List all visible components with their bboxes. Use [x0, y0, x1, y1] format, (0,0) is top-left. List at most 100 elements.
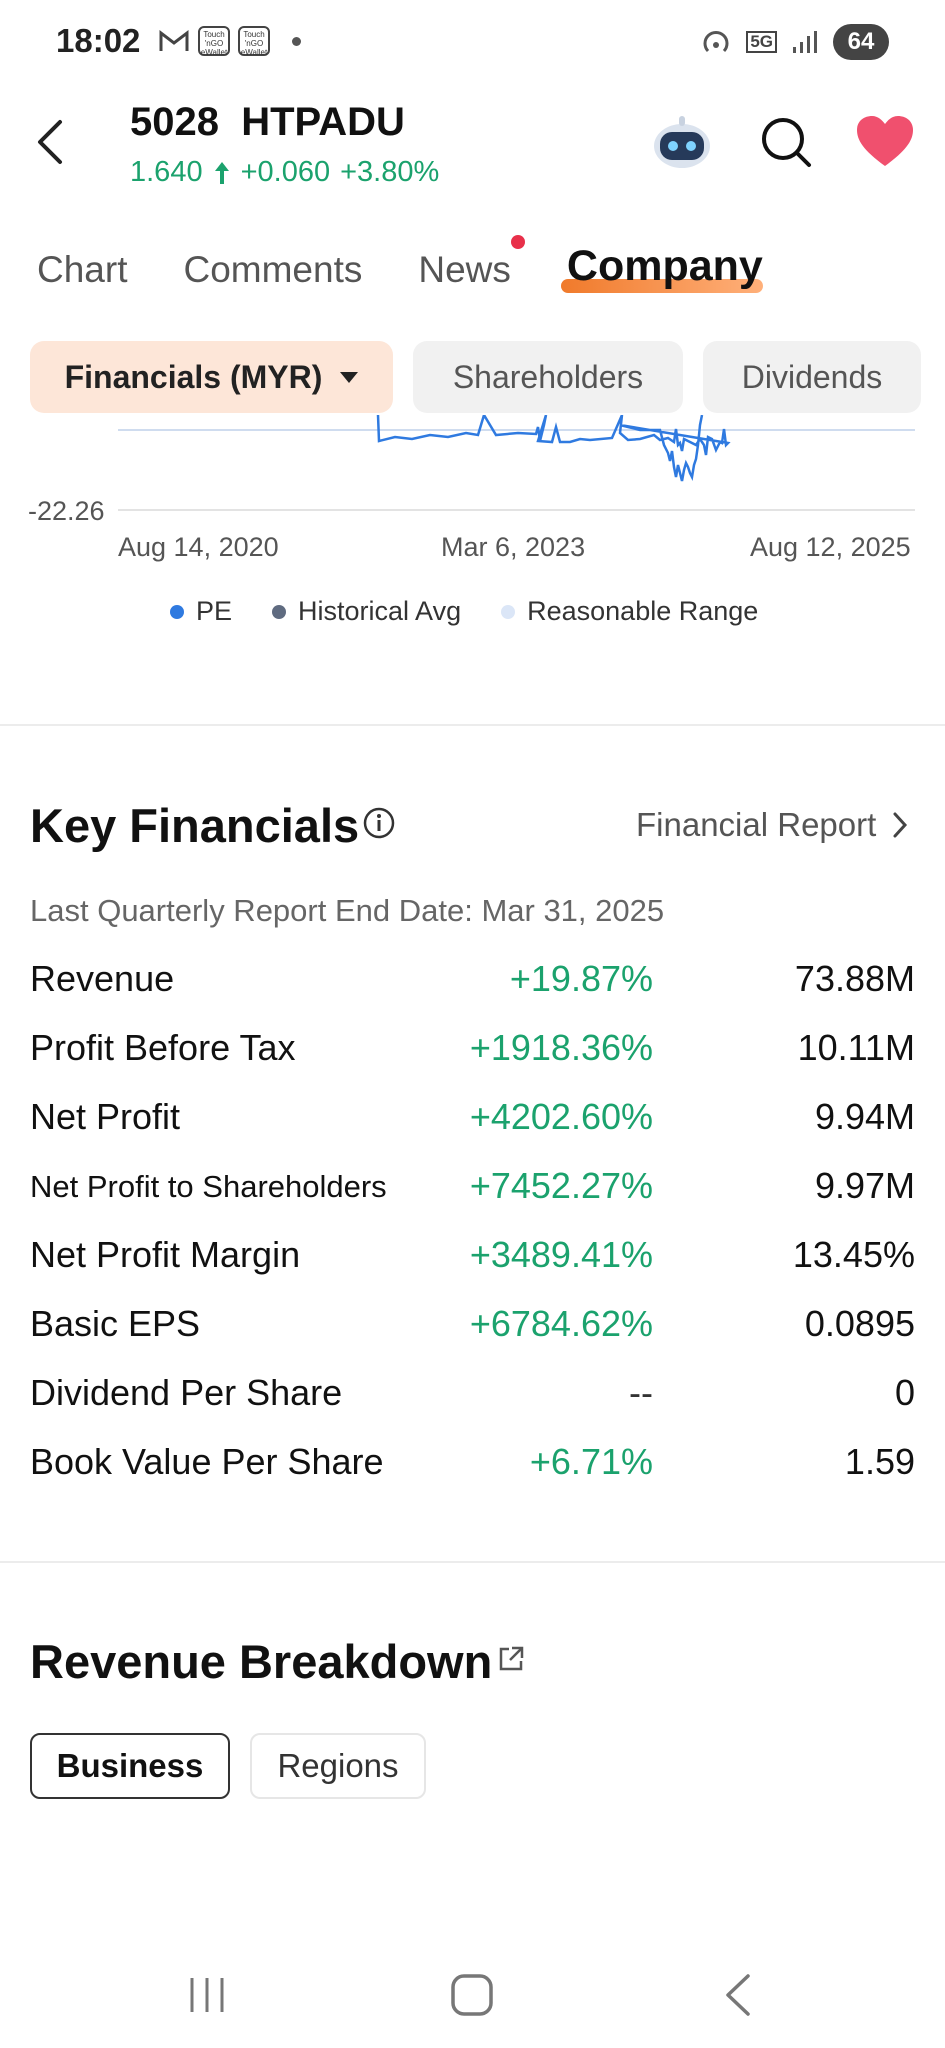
row-change: +19.87%	[509, 958, 653, 999]
financial-report-link[interactable]: Financial Report	[636, 806, 908, 844]
price-change-percent: +3.80%	[340, 156, 440, 188]
row-label: Profit Before Tax	[30, 1027, 296, 1068]
system-nav-bar	[190, 1974, 750, 2016]
recent-apps-button[interactable]	[190, 1978, 224, 2012]
search-icon[interactable]	[758, 114, 814, 170]
row-change: +4202.60%	[469, 1096, 653, 1137]
row-change: +6784.62%	[469, 1303, 653, 1344]
status-time: 18:02	[56, 22, 141, 59]
y-axis-min-label: -22.26	[28, 496, 105, 526]
row-change: +7452.27%	[469, 1165, 653, 1206]
back-nav-button[interactable]	[726, 1974, 750, 2016]
row-change: +6.71%	[529, 1441, 653, 1482]
row-value: 9.97M	[814, 1165, 915, 1206]
price-change: +0.060	[240, 156, 331, 188]
subtab-financials-label: Financials (MYR)	[64, 358, 323, 395]
legend-item-pe: PE	[170, 596, 232, 627]
notification-dot	[510, 235, 525, 249]
legend-label: Reasonable Range	[527, 596, 759, 626]
gmail-icon	[159, 29, 189, 51]
legend-dot	[272, 604, 287, 619]
x-axis-tick-label: Aug 12, 2025	[750, 532, 911, 562]
row-label: Net Profit to Shareholders	[30, 1169, 387, 1204]
subtab-dividends[interactable]: Dividends	[703, 341, 921, 413]
badge-text: Touch	[243, 30, 265, 39]
chevron-right-icon	[893, 812, 908, 838]
report-end-date: Last Quarterly Report End Date: Mar 31, …	[30, 893, 665, 928]
row-value: 9.94M	[814, 1096, 915, 1137]
tab-company[interactable]: Company	[560, 242, 763, 293]
row-label: Net Profit	[30, 1096, 181, 1137]
chart-legend: PE Historical Avg Reasonable Range	[170, 596, 758, 627]
financial-row: Net Profit to Shareholders +7452.27% 9.9…	[30, 1157, 915, 1217]
financial-row: Revenue +19.87% 73.88M	[30, 950, 915, 1010]
key-financials-title: Key Financials	[30, 799, 360, 852]
hotspot-icon	[703, 31, 729, 53]
row-change: +3489.41%	[469, 1234, 653, 1275]
badge-text: Touch	[203, 30, 225, 39]
badge-text: 'nGO	[244, 39, 264, 48]
financial-row: Net Profit +4202.60% 9.94M	[30, 1088, 915, 1148]
signal-icon	[793, 31, 817, 53]
x-axis-tick-label: Mar 6, 2023	[441, 532, 586, 562]
row-label: Basic EPS	[30, 1303, 201, 1344]
tab-chart[interactable]: Chart	[37, 249, 128, 290]
row-change: +1918.36%	[469, 1027, 653, 1068]
financial-row: Basic EPS +6784.62% 0.0895	[30, 1295, 915, 1355]
dropdown-caret-icon	[340, 371, 359, 383]
status-system-icons: 5G 64	[700, 24, 889, 60]
section-divider	[0, 724, 945, 726]
revenue-breakdown-title: Revenue Breakdown	[30, 1635, 493, 1688]
info-icon[interactable]	[362, 806, 396, 840]
toggle-regions[interactable]: Regions	[250, 1733, 426, 1799]
section-divider	[0, 1561, 945, 1563]
pe-chart[interactable]	[0, 415, 945, 580]
share-icon[interactable]	[496, 1644, 526, 1674]
badge-text: 'nGO	[204, 39, 224, 48]
badge-text: eWallet	[240, 48, 268, 57]
touch-n-go-icon: Touch 'nGO eWallet	[238, 26, 270, 57]
stock-price: 1.640	[130, 156, 203, 188]
tab-news[interactable]: News	[418, 235, 525, 291]
up-arrow-icon	[214, 161, 229, 184]
row-label: Revenue	[30, 958, 175, 999]
stock-title: 5028 HTPADU	[130, 100, 405, 145]
financial-row: Dividend Per Share -- 0	[30, 1364, 915, 1424]
row-value: 0	[894, 1372, 915, 1413]
row-change: --	[629, 1372, 653, 1413]
robot-assistant-icon[interactable]	[650, 112, 714, 170]
stock-code: 5028	[130, 100, 219, 144]
financial-row: Profit Before Tax +1918.36% 10.11M	[30, 1019, 915, 1079]
row-label: Book Value Per Share	[30, 1441, 384, 1482]
subtab-financials[interactable]: Financials (MYR)	[30, 341, 393, 413]
row-value: 13.45%	[792, 1234, 915, 1275]
row-label: Dividend Per Share	[30, 1372, 343, 1413]
row-value: 0.0895	[804, 1303, 915, 1344]
financial-row: Book Value Per Share +6.71% 1.59	[30, 1433, 915, 1493]
network-5g-icon: 5G	[746, 31, 777, 53]
dot-icon	[292, 36, 301, 46]
financial-report-label: Financial Report	[636, 806, 877, 843]
favorite-heart-icon[interactable]	[855, 114, 915, 170]
badge-text: eWallet	[200, 48, 228, 57]
subtab-shareholders[interactable]: Shareholders	[413, 341, 683, 413]
legend-dot	[170, 604, 184, 619]
toggle-business[interactable]: Business	[30, 1733, 230, 1799]
back-arrow-icon[interactable]	[26, 112, 86, 172]
touch-n-go-icon: Touch 'nGO eWallet	[198, 26, 230, 57]
stock-quote: 1.640 +0.060 +3.80%	[130, 156, 439, 189]
pe-series-line	[376, 415, 731, 482]
status-notification-icons: Touch 'nGO eWallet Touch 'nGO eWallet	[158, 26, 301, 57]
tab-news-label: News	[418, 249, 511, 290]
tab-company-label: Company	[566, 242, 763, 290]
row-value: 10.11M	[797, 1027, 915, 1068]
stock-name: HTPADU	[241, 100, 405, 144]
home-button[interactable]	[451, 1974, 493, 2016]
legend-item-historical-avg: Historical Avg	[272, 596, 461, 627]
legend-label: PE	[196, 596, 233, 626]
row-value: 73.88M	[794, 958, 915, 999]
legend-label: Historical Avg	[298, 596, 462, 626]
battery-icon: 64	[833, 24, 889, 60]
legend-item-reasonable-range: Reasonable Range	[501, 596, 758, 627]
tab-comments[interactable]: Comments	[183, 249, 363, 290]
